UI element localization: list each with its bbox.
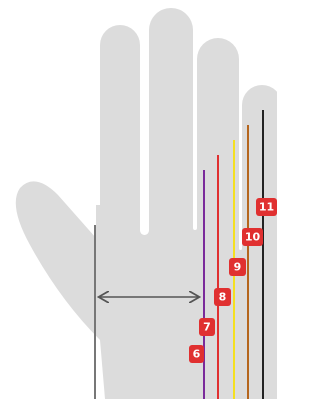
size-label: 6 bbox=[193, 348, 201, 361]
size-label: 11 bbox=[259, 201, 274, 214]
page: 6 7 8 9 10 11 (() => { const data = JSON… bbox=[0, 0, 320, 399]
size-tag: 10 bbox=[242, 228, 263, 246]
size-label: 8 bbox=[219, 291, 227, 304]
size-tag: 11 bbox=[256, 198, 277, 216]
size-tag: 8 bbox=[214, 288, 231, 306]
size-label: 10 bbox=[245, 231, 261, 244]
size-tag: 9 bbox=[229, 258, 246, 276]
glove-size-diagram: 6 7 8 9 10 11 bbox=[0, 0, 277, 399]
size-label: 7 bbox=[203, 321, 211, 334]
size-tag: 7 bbox=[199, 318, 215, 336]
size-tag: 6 bbox=[189, 345, 204, 363]
size-label: 9 bbox=[234, 261, 242, 274]
